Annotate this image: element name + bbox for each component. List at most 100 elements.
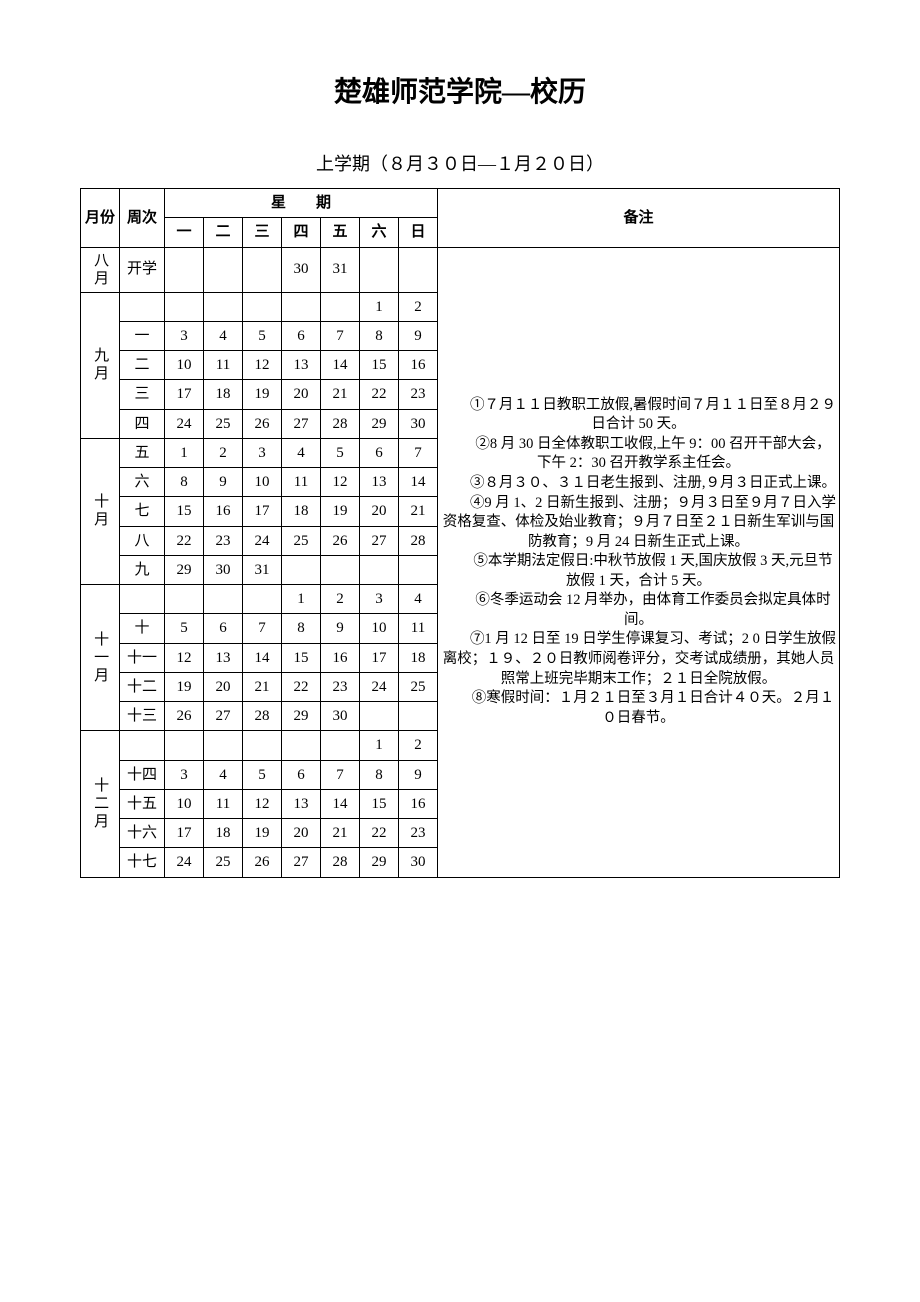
week-cell: 一 xyxy=(120,321,165,350)
day-cell xyxy=(321,731,360,760)
week-cell: 十二 xyxy=(120,672,165,701)
day-cell: 16 xyxy=(321,643,360,672)
day-cell: 25 xyxy=(399,672,438,701)
day-cell: 15 xyxy=(360,789,399,818)
header-notes: 备注 xyxy=(438,189,840,248)
header-day: 三 xyxy=(243,218,282,247)
day-cell: 7 xyxy=(399,438,438,467)
day-cell: 24 xyxy=(165,848,204,877)
notes-cell: ①７月１１日教职工放假,暑假时间７月１１日至８月２９日合计 50 天。②8 月 … xyxy=(438,247,840,877)
day-cell: 14 xyxy=(399,468,438,497)
day-cell xyxy=(165,731,204,760)
day-cell: 2 xyxy=(399,731,438,760)
week-cell: 开学 xyxy=(120,247,165,292)
week-cell xyxy=(120,585,165,614)
day-cell: 6 xyxy=(282,321,321,350)
note-item: ③８月３０、３１日老生报到、注册,９月３日正式上课。 xyxy=(440,474,837,494)
day-cell: 3 xyxy=(165,321,204,350)
day-cell: 11 xyxy=(204,789,243,818)
month-cell: 九月 xyxy=(81,292,120,438)
day-cell: 13 xyxy=(204,643,243,672)
month-cell: 十月 xyxy=(81,438,120,584)
day-cell: 20 xyxy=(282,380,321,409)
day-cell: 16 xyxy=(399,351,438,380)
header-month: 月份 xyxy=(81,189,120,248)
week-cell: 六 xyxy=(120,468,165,497)
day-cell: 25 xyxy=(204,848,243,877)
week-cell xyxy=(120,292,165,321)
day-cell: 21 xyxy=(243,672,282,701)
day-cell xyxy=(165,247,204,292)
day-cell xyxy=(243,731,282,760)
day-cell: 13 xyxy=(282,789,321,818)
day-cell xyxy=(360,247,399,292)
day-cell: 20 xyxy=(360,497,399,526)
day-cell: 1 xyxy=(360,292,399,321)
day-cell: 11 xyxy=(282,468,321,497)
note-item: ⑦1 月 12 日至 19 日学生停课复习、考试；2 0 日学生放假离校；１９、… xyxy=(440,630,837,689)
day-cell: 12 xyxy=(321,468,360,497)
day-cell: 27 xyxy=(282,409,321,438)
day-cell: 24 xyxy=(360,672,399,701)
week-cell: 十四 xyxy=(120,760,165,789)
day-cell: 30 xyxy=(399,848,438,877)
day-cell: 18 xyxy=(204,380,243,409)
day-cell: 22 xyxy=(360,819,399,848)
day-cell: 12 xyxy=(243,789,282,818)
day-cell: 11 xyxy=(204,351,243,380)
header-day: 一 xyxy=(165,218,204,247)
month-cell: 十一月 xyxy=(81,585,120,731)
day-cell: 1 xyxy=(360,731,399,760)
week-cell: 五 xyxy=(120,438,165,467)
day-cell: 19 xyxy=(243,819,282,848)
day-cell: 23 xyxy=(204,526,243,555)
day-cell: 2 xyxy=(204,438,243,467)
day-cell: 23 xyxy=(321,672,360,701)
day-cell: 28 xyxy=(243,702,282,731)
day-cell xyxy=(321,292,360,321)
day-cell xyxy=(360,555,399,584)
day-cell: 24 xyxy=(243,526,282,555)
month-cell: 八月 xyxy=(81,247,120,292)
week-cell: 十七 xyxy=(120,848,165,877)
day-cell: 9 xyxy=(321,614,360,643)
day-cell: 19 xyxy=(321,497,360,526)
day-cell: 7 xyxy=(321,321,360,350)
day-cell: 21 xyxy=(321,380,360,409)
day-cell: 10 xyxy=(165,351,204,380)
week-cell: 八 xyxy=(120,526,165,555)
day-cell xyxy=(399,247,438,292)
day-cell xyxy=(204,585,243,614)
day-cell: 27 xyxy=(360,526,399,555)
week-cell: 四 xyxy=(120,409,165,438)
day-cell: 31 xyxy=(243,555,282,584)
day-cell: 4 xyxy=(399,585,438,614)
header-day: 日 xyxy=(399,218,438,247)
day-cell: 25 xyxy=(282,526,321,555)
note-item: ②8 月 30 日全体教职工收假,上午 9：00 召开干部大会，下午 2：30 … xyxy=(440,435,837,474)
day-cell: 14 xyxy=(321,789,360,818)
day-cell xyxy=(243,585,282,614)
day-cell: 19 xyxy=(243,380,282,409)
day-cell: 22 xyxy=(282,672,321,701)
header-day: 二 xyxy=(204,218,243,247)
day-cell: 3 xyxy=(165,760,204,789)
day-cell: 16 xyxy=(204,497,243,526)
day-cell: 22 xyxy=(165,526,204,555)
day-cell: 28 xyxy=(399,526,438,555)
week-cell xyxy=(120,731,165,760)
day-cell: 12 xyxy=(165,643,204,672)
day-cell: 29 xyxy=(282,702,321,731)
day-cell: 3 xyxy=(243,438,282,467)
day-cell: 27 xyxy=(204,702,243,731)
week-cell: 十五 xyxy=(120,789,165,818)
week-cell: 十一 xyxy=(120,643,165,672)
day-cell: 26 xyxy=(321,526,360,555)
day-cell: 29 xyxy=(165,555,204,584)
day-cell: 20 xyxy=(282,819,321,848)
day-cell: 14 xyxy=(243,643,282,672)
day-cell: 5 xyxy=(321,438,360,467)
day-cell xyxy=(399,702,438,731)
day-cell xyxy=(204,247,243,292)
day-cell: 10 xyxy=(243,468,282,497)
